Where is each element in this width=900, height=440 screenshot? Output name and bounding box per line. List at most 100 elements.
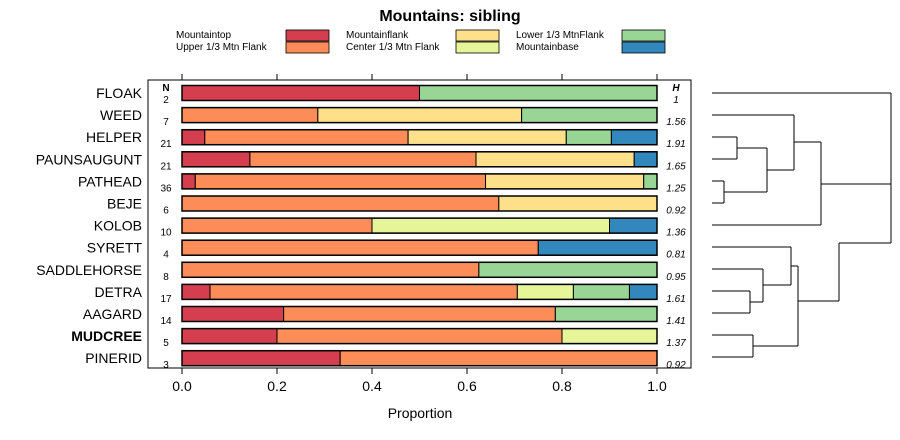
bar-segment-mountainbase [633, 151, 658, 168]
h-value: 0.92 [666, 360, 686, 371]
bar-segment-upper-1-3-mtn-flank [181, 239, 539, 256]
bar-row-paunsaugunt: PAUNSAUGUNT 21 1.65 [36, 151, 686, 172]
bar-segment-lower-1-3-mtnflank [478, 261, 658, 278]
legend-swatch-upper-1-3-mtn-flank [285, 41, 330, 54]
bar-segment-mountainflank [498, 195, 658, 212]
bar-segment-lower-1-3-mtnflank [643, 173, 658, 190]
dendrogram [712, 92, 892, 358]
category-label: KOLOB [94, 218, 142, 234]
bar-row-beje: BEJE 6 0.92 [107, 195, 686, 217]
bar-row-kolob: KOLOB 10 1.36 [94, 217, 686, 239]
n-value: 36 [160, 183, 172, 194]
bar-segment-mountainflank [317, 107, 523, 124]
category-label: PATHEAD [78, 173, 142, 189]
bar-row-aagard: AAGARD 14 1.41 [83, 305, 686, 327]
legend-label-center-1-3-mtn-flank: Center 1/3 Mtn Flank [346, 42, 440, 53]
bar-segment-mountaintop [181, 173, 196, 190]
n-value: 3 [163, 360, 169, 371]
h-value: 1.41 [666, 316, 685, 327]
bar-segment-lower-1-3-mtnflank [521, 107, 658, 124]
bar-segment-upper-1-3-mtn-flank [181, 107, 319, 124]
n-value: 5 [163, 338, 169, 349]
bar-segment-lower-1-3-mtnflank [419, 85, 658, 101]
bar-segment-upper-1-3-mtn-flank [209, 283, 518, 300]
h-value: 1 [673, 95, 679, 106]
category-label: SYRETT [87, 240, 143, 256]
legend-label-mountaintop: Mountaintop [176, 30, 231, 41]
bar-outline [181, 349, 658, 367]
bar-row-pinerid: PINERID 3 0.92 [85, 349, 686, 371]
bar-segment-upper-1-3-mtn-flank [181, 195, 500, 212]
bar-outline [181, 327, 658, 345]
legend-label-lower-1-3-mtnflank: Lower 1/3 MtnFlank [516, 30, 605, 41]
n-value: 8 [163, 272, 169, 283]
bar-segment-mountainflank [475, 151, 635, 168]
bar-row-helper: HELPER 21 1.91 [86, 128, 686, 150]
n-value: 17 [160, 294, 172, 305]
bar-row-weed: WEED 7 1.56 [100, 106, 686, 128]
h-value: 0.81 [666, 250, 685, 261]
category-label: PAUNSAUGUNT [36, 151, 143, 167]
bar-row-syrett: SYRETT 4 0.81 [87, 239, 686, 261]
legend-swatch-mountainflank [455, 29, 500, 42]
category-label: BEJE [107, 196, 142, 212]
bar-segment-mountaintop [181, 328, 278, 345]
bar-outline [181, 195, 658, 212]
h-value: 1.56 [666, 117, 686, 128]
bar-row-mudcree: MUDCREE 5 1.37 [71, 327, 686, 349]
category-label: AAGARD [83, 306, 142, 322]
n-value: 6 [163, 206, 169, 217]
n-header: N [162, 83, 169, 94]
h-value: 1.25 [666, 183, 686, 194]
n-value: 10 [160, 228, 172, 239]
bar-segment-upper-1-3-mtn-flank [181, 261, 480, 278]
bar-segment-mountaintop [181, 306, 285, 322]
x-tick-label: 0.4 [362, 378, 382, 394]
bar-segment-mountainbase [610, 129, 658, 146]
category-label: DETRA [95, 284, 143, 300]
bar-segment-lower-1-3-mtnflank [565, 129, 612, 146]
category-label: FLOAK [96, 85, 143, 101]
bar-segment-upper-1-3-mtn-flank [194, 173, 487, 190]
h-value: 0.95 [666, 272, 686, 283]
bar-row-detra: DETRA 17 1.61 [95, 283, 686, 305]
n-value: 2 [163, 95, 169, 106]
n-value: 4 [163, 250, 169, 261]
bar-segment-upper-1-3-mtn-flank [204, 129, 409, 146]
bar-segment-upper-1-3-mtn-flank [283, 306, 556, 322]
x-tick-label: 0.6 [457, 378, 477, 394]
h-header: H [672, 83, 680, 94]
n-value: 14 [160, 316, 172, 327]
bar-segment-mountaintop [181, 129, 206, 146]
bar-segment-center-1-3-mtn-flank [561, 328, 658, 345]
x-tick-label: 0.2 [267, 378, 287, 394]
bar-outline [181, 261, 658, 279]
bar-segment-lower-1-3-mtnflank [572, 283, 630, 300]
category-label: HELPER [86, 129, 142, 145]
legend-swatch-mountaintop [285, 29, 330, 42]
x-axis: 0.0 0.2 0.4 0.6 0.8 1.0 [172, 74, 667, 394]
bar-segment-mountainflank [407, 129, 567, 146]
bar-segment-upper-1-3-mtn-flank [249, 151, 477, 168]
x-tick-label: 1.0 [647, 378, 667, 394]
bar-segment-mountainbase [537, 239, 658, 256]
legend-label-mountainflank: Mountainflank [346, 30, 409, 41]
n-value: 7 [163, 117, 169, 128]
category-label: MUDCREE [71, 328, 142, 344]
x-axis-title: Proportion [388, 405, 453, 421]
bar-segment-upper-1-3-mtn-flank [339, 350, 658, 367]
h-value: 1.37 [666, 338, 686, 349]
category-label: WEED [100, 107, 142, 123]
bar-row-pathead: PATHEAD 36 1.25 [78, 173, 686, 194]
bar-segment-upper-1-3-mtn-flank [276, 328, 563, 345]
bar-segment-mountaintop [181, 283, 211, 300]
bar-segment-lower-1-3-mtnflank [554, 306, 658, 322]
bar-segment-upper-1-3-mtn-flank [181, 217, 373, 234]
chart-title: Mountains: sibling [379, 8, 520, 25]
bar-segment-mountaintop [181, 151, 251, 168]
x-tick-label: 0.8 [552, 378, 572, 394]
bar-outline [181, 151, 658, 168]
bar-segment-center-1-3-mtn-flank [516, 283, 574, 300]
